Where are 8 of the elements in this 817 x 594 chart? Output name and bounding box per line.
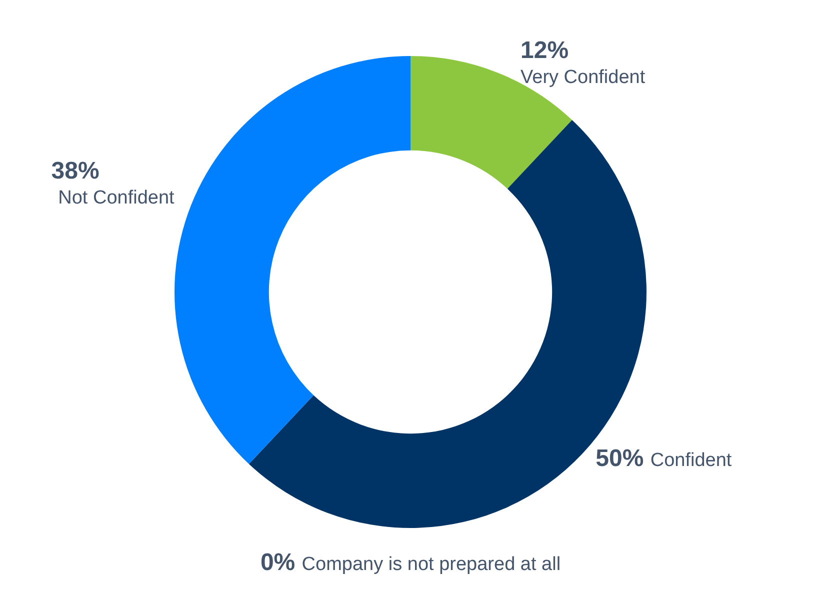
slice-label: Not Confident (58, 187, 176, 208)
slice-label: Very Confident (520, 67, 646, 88)
data-label: 50% (596, 444, 644, 472)
category-label: Company is not prepared at all (302, 554, 561, 575)
text: 0% (260, 549, 296, 576)
data-label: 12% (520, 37, 569, 64)
data-label: 38% (51, 157, 100, 184)
slice-label: Confident (650, 450, 732, 471)
